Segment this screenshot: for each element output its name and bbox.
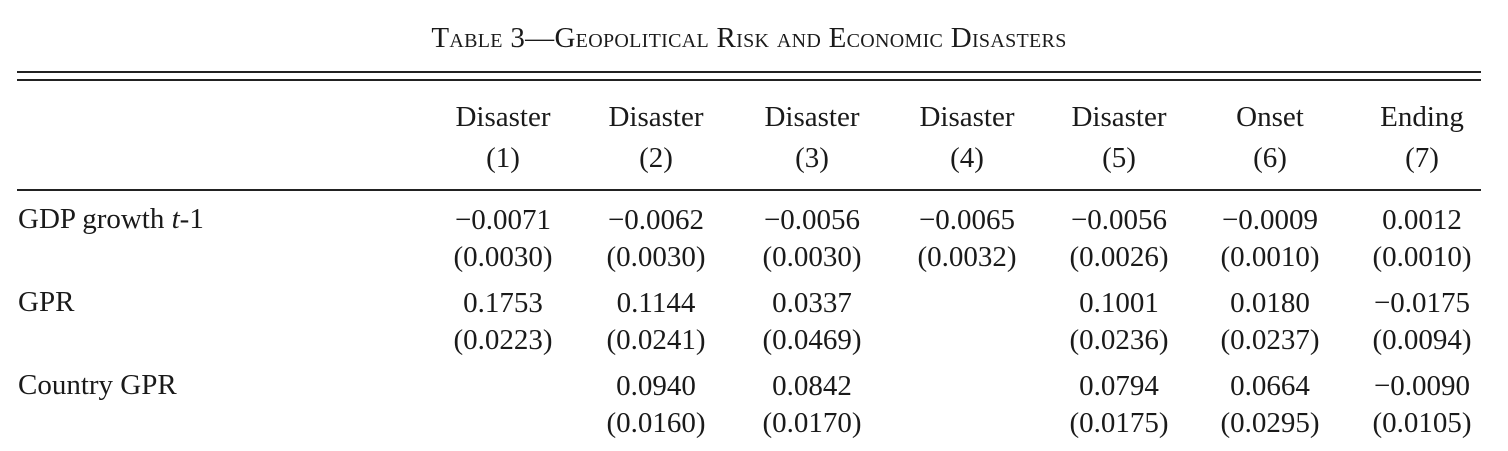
standard-error: (0.0160): [606, 407, 706, 439]
coefficient: 0.0664: [1230, 370, 1310, 402]
column-header-name: Ending: [1380, 101, 1464, 133]
coefficient: 0.1753: [463, 287, 543, 319]
standard-error: [897, 405, 1037, 442]
column-header-6: Onset (6): [1200, 97, 1340, 179]
standard-error: (0.0030): [606, 241, 706, 273]
column-header-5: Disaster (5): [1049, 97, 1189, 179]
coefficient: [897, 368, 1037, 405]
standard-error: (0.0026): [1069, 241, 1169, 273]
table-cell: −0.0009 (0.0010): [1200, 202, 1340, 276]
column-header-number: (7): [1405, 142, 1439, 174]
table-cell: 0.0180 (0.0237): [1200, 285, 1340, 359]
table-cell: 0.0940 (0.0160): [586, 368, 726, 442]
coefficient: −0.0090: [1373, 370, 1471, 402]
column-header-1: Disaster (1): [433, 97, 573, 179]
column-header-number: (3): [795, 142, 829, 174]
table-cell: 0.0664 (0.0295): [1200, 368, 1340, 442]
table-cell: −0.0090 (0.0105): [1352, 368, 1492, 442]
standard-error: (0.0010): [1220, 241, 1320, 273]
standard-error: (0.0236): [1069, 324, 1169, 356]
table-cell: −0.0062 (0.0030): [586, 202, 726, 276]
table-cell: 0.1144 (0.0241): [586, 285, 726, 359]
coefficient: 0.1144: [616, 287, 696, 319]
coefficient: −0.0175: [1373, 287, 1471, 319]
coefficient: 0.0180: [1230, 287, 1310, 319]
table-cell: −0.0071 (0.0030): [433, 202, 573, 276]
column-header-number: (2): [639, 142, 673, 174]
coefficient: 0.0940: [616, 370, 696, 402]
coefficient: [433, 368, 573, 405]
row-label-italic: t: [171, 203, 180, 235]
column-header-number: (6): [1253, 142, 1287, 174]
column-header-name: Disaster: [608, 101, 704, 133]
column-header-name: Disaster: [455, 101, 551, 133]
column-header-2: Disaster (2): [586, 97, 726, 179]
coefficient: 0.0794: [1079, 370, 1159, 402]
row-label-gdp-growth: GDP growth t-1: [18, 201, 204, 237]
standard-error: (0.0469): [762, 324, 862, 356]
table-title: Table 3—Geopolitical Risk and Economic D…: [431, 22, 1067, 54]
standard-error: (0.0170): [762, 407, 862, 439]
standard-error: (0.0094): [1372, 324, 1472, 356]
standard-error: (0.0223): [453, 324, 553, 356]
standard-error: (0.0241): [606, 324, 706, 356]
column-header-name: Disaster: [1071, 101, 1167, 133]
standard-error: (0.0032): [917, 241, 1017, 273]
table-cell: 0.0337 (0.0469): [742, 285, 882, 359]
column-header-4: Disaster (4): [897, 97, 1037, 179]
coefficient: −0.0065: [918, 204, 1016, 236]
coefficient: 0.1001: [1079, 287, 1159, 319]
row-label-text: GPR: [18, 286, 75, 318]
table-cell: 0.0842 (0.0170): [742, 368, 882, 442]
coefficient: [897, 285, 1037, 322]
table-cell: [897, 368, 1037, 442]
column-header-number: (1): [486, 142, 520, 174]
column-header-name: Disaster: [919, 101, 1015, 133]
standard-error: (0.0030): [453, 241, 553, 273]
table-cell: −0.0056 (0.0026): [1049, 202, 1189, 276]
standard-error: (0.0295): [1220, 407, 1320, 439]
top-rule-lower: [17, 79, 1481, 81]
standard-error: (0.0237): [1220, 324, 1320, 356]
table-cell: −0.0065 (0.0032): [897, 202, 1037, 276]
row-label-gpr: GPR: [18, 284, 74, 320]
row-label-text: GDP growth: [18, 203, 172, 235]
coefficient: −0.0009: [1221, 204, 1319, 236]
table-cell: 0.1753 (0.0223): [433, 285, 573, 359]
coefficient: −0.0062: [607, 204, 705, 236]
column-header-name: Onset: [1236, 101, 1304, 133]
column-header-3: Disaster (3): [742, 97, 882, 179]
coefficient: −0.0071: [454, 204, 552, 236]
table-cell: 0.0794 (0.0175): [1049, 368, 1189, 442]
row-label-suffix: -1: [179, 203, 204, 235]
coefficient: 0.0012: [1382, 204, 1462, 236]
standard-error: [897, 322, 1037, 359]
column-header-7: Ending (7): [1352, 97, 1492, 179]
column-header-number: (4): [950, 142, 984, 174]
top-rule-upper: [17, 71, 1481, 73]
table-cell: −0.0056 (0.0030): [742, 202, 882, 276]
table-cell: 0.1001 (0.0236): [1049, 285, 1189, 359]
column-header-name: Disaster: [764, 101, 860, 133]
coefficient: −0.0056: [1070, 204, 1168, 236]
coefficient: 0.0842: [772, 370, 852, 402]
row-label-text: Country GPR: [18, 369, 177, 401]
coefficient: −0.0056: [763, 204, 861, 236]
row-label-country-gpr: Country GPR: [18, 367, 177, 403]
standard-error: [433, 405, 573, 442]
table-cell: [897, 285, 1037, 359]
table-cell: 0.0012 (0.0010): [1352, 202, 1492, 276]
standard-error: (0.0175): [1069, 407, 1169, 439]
standard-error: (0.0105): [1372, 407, 1472, 439]
coefficient: 0.0337: [772, 287, 852, 319]
table-cell: [433, 368, 573, 442]
standard-error: (0.0010): [1372, 241, 1472, 273]
standard-error: (0.0030): [762, 241, 862, 273]
header-rule: [17, 189, 1481, 191]
table-cell: −0.0175 (0.0094): [1352, 285, 1492, 359]
column-header-number: (5): [1102, 142, 1136, 174]
